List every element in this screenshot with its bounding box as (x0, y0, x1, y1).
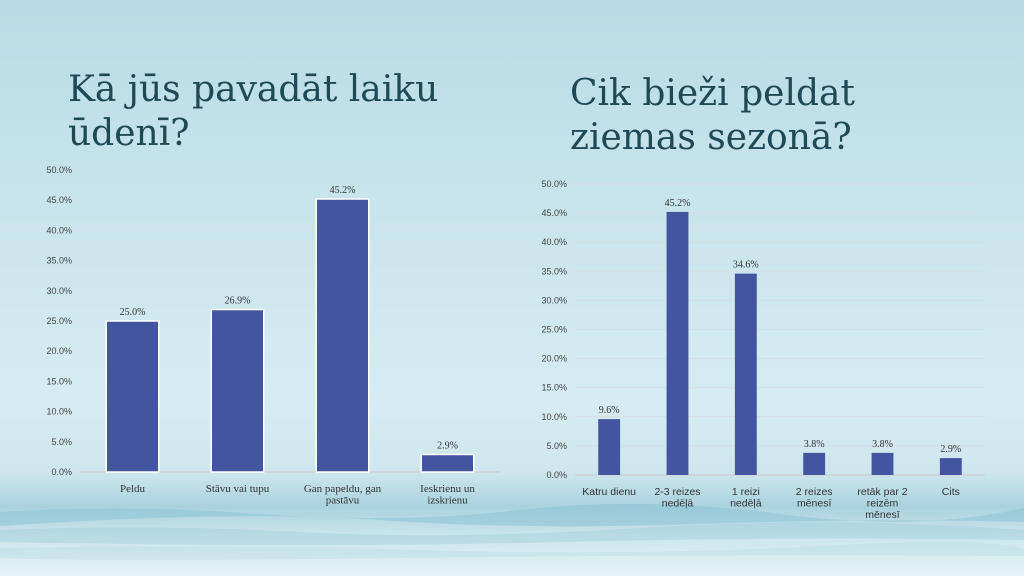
data-label: 45.2% (330, 185, 356, 196)
y-tick-label: 35.0% (46, 256, 72, 266)
category-label-line: Cits (942, 486, 960, 498)
category-label-line: nedēļā (662, 498, 694, 510)
category-label-line: Gan papeldu, gan (304, 483, 382, 495)
y-tick-label: 15.0% (541, 383, 567, 393)
category-label-line: mēnesī (797, 498, 832, 510)
y-tick-label: 35.0% (541, 266, 567, 276)
y-tick-label: 40.0% (46, 225, 72, 235)
data-label: 2.9% (437, 440, 458, 451)
bar (210, 308, 265, 473)
data-label: 26.9% (225, 296, 251, 307)
category-label-line: 2-3 reizes (654, 486, 700, 498)
category-label-line: izskrienu (427, 495, 468, 507)
y-tick-label: 40.0% (541, 237, 567, 247)
category-label: 1 reizi nedēļā (730, 486, 762, 510)
y-tick-label: 5.0% (546, 441, 567, 451)
data-label: 25.0% (120, 307, 146, 318)
right-chart-title: Cik bieži peldat ziemas sezonā? (570, 73, 855, 158)
y-tick-label: 45.0% (46, 195, 72, 205)
category-label: Cits (942, 486, 960, 498)
category-label-line: mēnesī (865, 509, 900, 521)
y-tick-label: 50.0% (541, 179, 567, 189)
bar (803, 452, 826, 475)
category-label-line: Katru dienu (582, 486, 636, 498)
data-label: 3.8% (804, 439, 825, 450)
category-label-line: 1 reizi (732, 486, 760, 498)
category-label-line: 2 reizes (796, 486, 833, 498)
category-label: 2-3 reizes nedēļā (654, 486, 700, 510)
y-tick-label: 10.0% (46, 407, 72, 417)
bar (598, 419, 621, 475)
bar (315, 198, 370, 473)
category-label: Peldu (120, 483, 146, 495)
y-tick-label: 45.0% (541, 208, 567, 218)
y-tick-label: 25.0% (46, 316, 72, 326)
category-label: Gan papeldu, gan pastāvu (304, 483, 382, 507)
y-tick-label: 20.0% (46, 346, 72, 356)
y-tick-label: 10.0% (541, 412, 567, 422)
data-label: 2.9% (940, 444, 961, 455)
data-label: 3.8% (872, 439, 893, 450)
bar (666, 211, 689, 475)
bar (734, 273, 757, 475)
bar (420, 453, 475, 473)
category-label-line: nedēļā (730, 498, 762, 510)
data-label: 9.6% (599, 405, 620, 416)
category-label: 2 reizes mēnesī (796, 486, 833, 510)
y-tick-label: 5.0% (51, 437, 72, 447)
category-label-line: Peldu (120, 483, 146, 495)
y-tick-label: 25.0% (541, 325, 567, 335)
data-label: 34.6% (733, 260, 759, 271)
water-decoration (0, 503, 1024, 560)
category-label: retāk par 2 reizēm mēnesī (857, 486, 907, 521)
bar (939, 458, 962, 475)
data-label: 45.2% (665, 198, 691, 209)
y-tick-label: 0.0% (546, 470, 567, 480)
category-label-line: pastāvu (326, 495, 360, 507)
left-chart-title: Kā jūs pavadāt laiku ūdenī? (68, 69, 439, 154)
category-label-line: retāk par 2 (857, 486, 907, 498)
y-tick-label: 15.0% (46, 376, 72, 386)
y-tick-label: 50.0% (46, 165, 72, 175)
y-tick-label: 30.0% (46, 286, 72, 296)
bar (871, 452, 894, 475)
category-label: Katru dienu (582, 486, 636, 498)
category-label-line: Ieskrienu un (420, 483, 475, 495)
category-label-line: Stāvu vai tupu (206, 483, 270, 495)
y-tick-label: 30.0% (541, 295, 567, 305)
category-label: Ieskrienu un izskrienu (420, 483, 475, 507)
bar (105, 320, 160, 473)
category-label-line: reizēm (867, 498, 899, 510)
category-label: Stāvu vai tupu (206, 483, 270, 495)
y-tick-label: 0.0% (51, 467, 72, 477)
y-tick-label: 20.0% (541, 354, 567, 364)
